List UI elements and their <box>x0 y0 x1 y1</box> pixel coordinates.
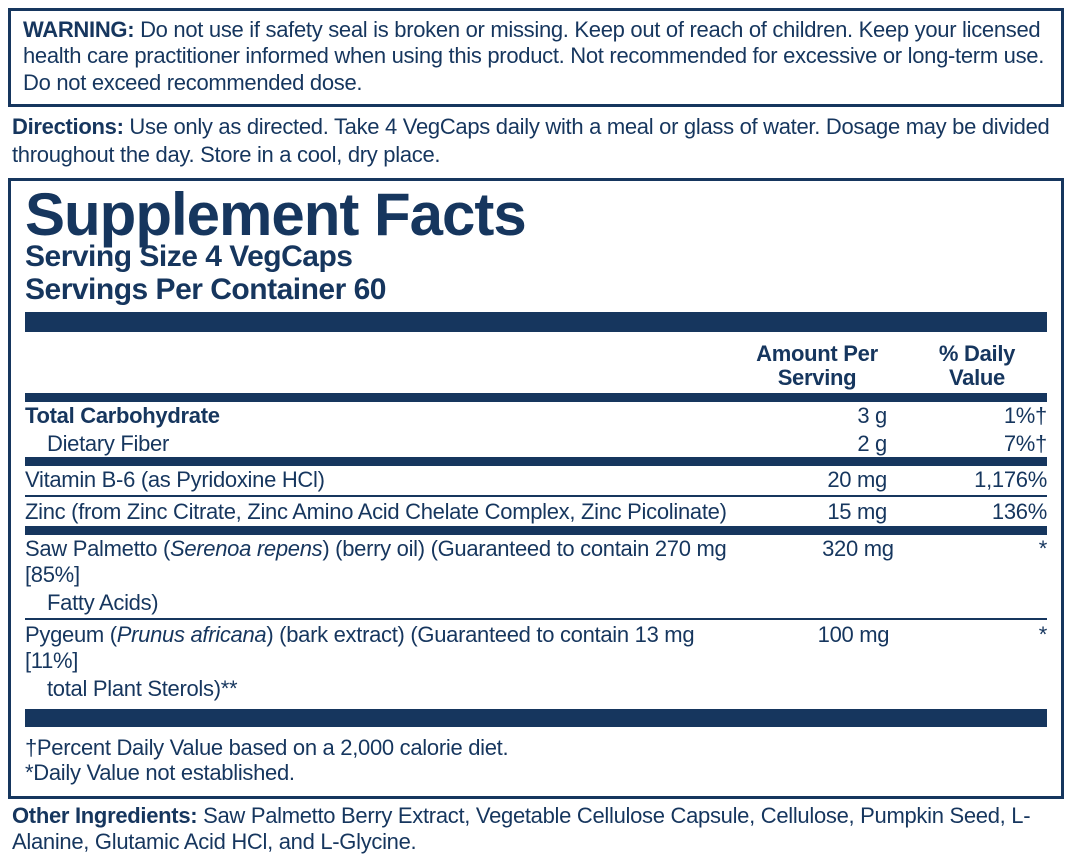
divider-bar <box>25 457 1047 466</box>
warning-box: WARNING: Do not use if safety seal is br… <box>8 8 1064 107</box>
divider-bar <box>25 312 1047 332</box>
nutrient-amount: 100 mg <box>752 622 910 674</box>
other-label: Other Ingredients: <box>12 803 197 828</box>
divider-bar <box>25 709 1047 727</box>
nutrient-name: Vitamin B-6 (as Pyridoxine HCl) <box>25 467 747 493</box>
thin-divider <box>25 495 1047 497</box>
divider-bar <box>25 393 1047 402</box>
nutrient-amount: 2 g <box>747 431 907 457</box>
table-row: Total Carbohydrate 3 g 1%† <box>25 402 1047 430</box>
nutrient-amount: 15 mg <box>747 499 907 525</box>
hdr-amount-1: Amount Per <box>747 342 887 366</box>
nutrient-name: Saw Palmetto (Serenoa repens) (berry oil… <box>25 536 760 588</box>
nutrient-name-cont: Fatty Acids) <box>25 590 747 616</box>
hdr-amount-2: Serving <box>747 366 887 390</box>
divider-bar <box>25 526 1047 535</box>
warning-text: WARNING: Do not use if safety seal is br… <box>23 17 1049 96</box>
nutrient-amount: 3 g <box>747 403 907 429</box>
hdr-dv-1: % Daily <box>907 342 1047 366</box>
serving-size: Serving Size 4 VegCaps <box>25 240 1047 273</box>
table-row: Vitamin B-6 (as Pyridoxine HCl) 20 mg 1,… <box>25 466 1047 494</box>
directions-body: Use only as directed. Take 4 VegCaps dai… <box>12 114 1049 167</box>
supplement-facts-title: Supplement Facts <box>25 183 1047 246</box>
nutrient-name: Total Carbohydrate <box>25 403 747 429</box>
nutrient-dv: 136% <box>907 499 1047 525</box>
hdr-dv-2: Value <box>907 366 1047 390</box>
warning-body: Do not use if safety seal is broken or m… <box>23 17 1044 95</box>
column-header-row: Amount Per Serving % Daily Value <box>25 338 1047 392</box>
nutrient-dv: 1%† <box>907 403 1047 429</box>
nutrient-name: Pygeum (Prunus africana) (bark extract) … <box>25 622 752 674</box>
table-row: Saw Palmetto (Serenoa repens) (berry oil… <box>25 535 1047 589</box>
table-row: total Plant Sterols)** <box>25 675 1047 703</box>
nutrient-dv: * <box>914 536 1047 588</box>
nutrient-dv: 1,176% <box>907 467 1047 493</box>
table-row: Pygeum (Prunus africana) (bark extract) … <box>25 621 1047 675</box>
servings-per-container: Servings Per Container 60 <box>25 273 1047 306</box>
nutrient-amount: 320 mg <box>760 536 913 588</box>
other-ingredients: Other Ingredients: Saw Palmetto Berry Ex… <box>8 803 1064 856</box>
table-row: Fatty Acids) <box>25 589 1047 617</box>
nutrient-amount: 20 mg <box>747 467 907 493</box>
table-row: Zinc (from Zinc Citrate, Zinc Amino Acid… <box>25 498 1047 526</box>
nutrient-dv: * <box>909 622 1047 674</box>
warning-label: WARNING: <box>23 17 134 42</box>
nutrient-name-cont: total Plant Sterols)** <box>25 676 747 702</box>
nutrient-dv: 7%† <box>907 431 1047 457</box>
directions-label: Directions: <box>12 114 124 139</box>
nutrient-name: Zinc (from Zinc Citrate, Zinc Amino Acid… <box>25 499 747 525</box>
directions-text: Directions: Use only as directed. Take 4… <box>8 113 1064 172</box>
footnotes: †Percent Daily Value based on a 2,000 ca… <box>25 733 1047 786</box>
table-row: Dietary Fiber 2 g 7%† <box>25 430 1047 458</box>
nutrient-name: Dietary Fiber <box>25 431 747 457</box>
footnote-1: †Percent Daily Value based on a 2,000 ca… <box>25 735 1047 760</box>
thin-divider <box>25 618 1047 620</box>
supplement-facts-panel: Supplement Facts Serving Size 4 VegCaps … <box>8 178 1064 799</box>
footnote-2: *Daily Value not established. <box>25 760 1047 785</box>
